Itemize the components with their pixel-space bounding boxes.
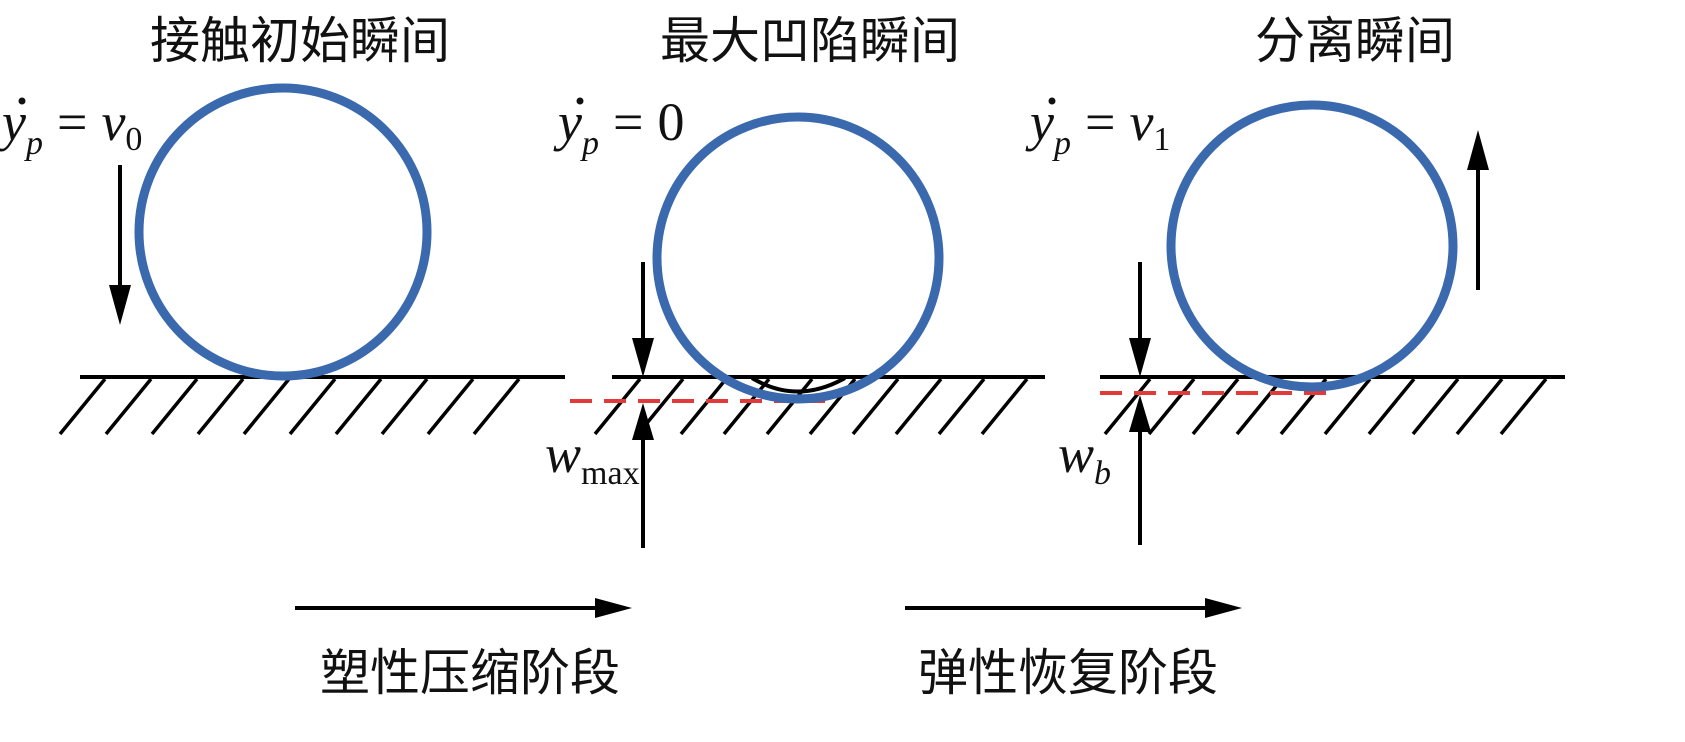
contact-arc	[750, 376, 846, 394]
arrow-up-icon	[1467, 130, 1489, 290]
hatch-line	[104, 377, 153, 436]
hatch-line	[679, 377, 728, 436]
hatch-line	[765, 377, 814, 436]
hatch-line	[150, 377, 199, 436]
hatch-line	[1499, 377, 1548, 436]
hatch-line	[288, 377, 337, 436]
hatch-line	[1367, 377, 1416, 436]
panel-title-max-indent: 最大凹陷瞬间	[660, 12, 960, 70]
arrow-down-icon	[1129, 262, 1151, 377]
svg-text:yp=v1: yp = v1	[1025, 92, 1170, 162]
velocity-label-3: yp = v1	[1025, 92, 1170, 162]
panel-title-separation: 分离瞬间	[1255, 12, 1455, 70]
ball-separation	[1166, 100, 1458, 392]
svg-text:yp=v0: yp = v0	[0, 92, 142, 162]
hatch-line	[1235, 377, 1284, 436]
arrow-up-icon	[1129, 395, 1151, 545]
hatch-line	[980, 377, 1029, 436]
ball-max-indent	[652, 112, 944, 404]
dot-accent	[576, 97, 584, 105]
hatch-line	[334, 377, 383, 436]
velocity-label-2: yp = 0	[553, 92, 684, 162]
depth-label-wb: wb	[1058, 424, 1111, 492]
velocity-label-1: yp = v0	[0, 92, 142, 162]
hatch-line	[58, 377, 107, 436]
hatch-line	[1411, 377, 1460, 436]
hatch-line	[472, 377, 521, 436]
stage-label-elastic-recovery: 弹性恢复阶段	[918, 644, 1218, 702]
arrow-right-icon	[295, 598, 632, 618]
arrow-up-icon	[632, 403, 654, 548]
arrow-right-icon	[905, 598, 1242, 618]
ball-contact-start	[134, 83, 432, 381]
dot-accent	[1048, 97, 1056, 105]
arrow-down-icon	[109, 165, 131, 325]
hatch-line	[851, 377, 900, 436]
hatch-line	[1103, 377, 1152, 436]
hatch-line	[937, 377, 986, 436]
hatch-line	[1323, 377, 1372, 436]
hatch-line	[426, 377, 475, 436]
stage-label-plastic-compression: 塑性压缩阶段	[320, 644, 620, 702]
panel-title-contact-start: 接触初始瞬间	[150, 12, 450, 70]
hatch-line	[196, 377, 245, 436]
hatch-line	[1147, 377, 1196, 436]
svg-text:yp=0: yp = 0	[553, 92, 684, 162]
hatch-line	[380, 377, 429, 436]
depth-label-wmax: wmax	[545, 424, 640, 492]
ground-hatching	[58, 377, 1548, 436]
hatch-line	[1455, 377, 1504, 436]
hatch-line	[894, 377, 943, 436]
hatch-line	[242, 377, 291, 436]
arrow-down-icon	[632, 262, 654, 377]
hatch-line	[593, 377, 642, 436]
hatch-line	[1191, 377, 1240, 436]
dot-accent	[18, 97, 26, 105]
hatch-line	[722, 377, 771, 436]
